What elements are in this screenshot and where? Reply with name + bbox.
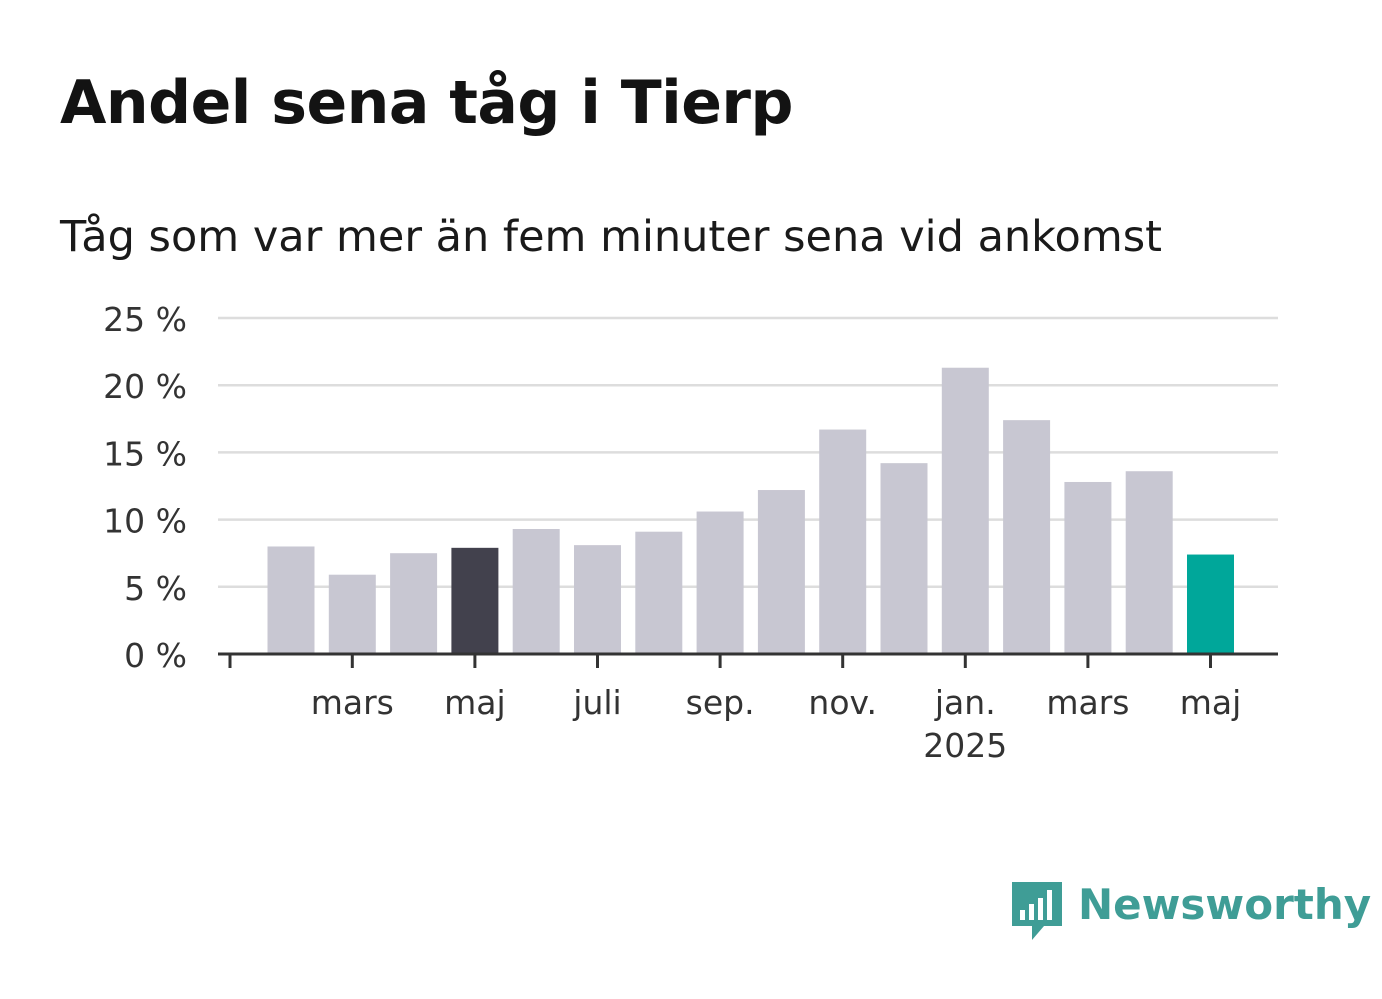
bar-2024-02	[267, 546, 315, 654]
x-tick-label: mars	[311, 683, 394, 722]
y-tick-label: 5 %	[124, 569, 187, 608]
newsworthy-logo-icon	[1012, 882, 1062, 940]
bar-2024-05	[451, 547, 499, 654]
x-tick-label: maj	[1180, 683, 1242, 722]
bar-2024-12	[880, 463, 928, 654]
chart-subtitle: Tåg som var mer än fem minuter sena vid …	[60, 212, 1163, 262]
x-tick-label: nov.	[808, 683, 877, 722]
y-tick-label: 25 %	[103, 300, 187, 339]
bar-2024-10	[757, 490, 805, 654]
newsworthy-logo: Newsworthy	[1010, 878, 1371, 942]
bar-2024-11	[819, 429, 867, 654]
x-tick-label: maj	[444, 683, 506, 722]
x-tick-label: sep.	[686, 683, 755, 722]
y-tick-label: 20 %	[103, 367, 187, 406]
y-tick-label: 10 %	[103, 502, 187, 541]
bar-2024-04	[390, 553, 438, 654]
x-tick-label: jan.	[934, 683, 996, 722]
bar-2024-03	[328, 574, 376, 654]
bar-2024-07	[574, 545, 621, 654]
bar-2024-09	[696, 511, 744, 654]
x-axis: mars maj juli sep. nov. jan. 2025 mars maj	[218, 652, 1278, 765]
grid-lines	[218, 316, 1278, 589]
bar-2025-02	[1003, 420, 1051, 654]
bar-2025-04	[1125, 471, 1173, 654]
x-tick-label: mars	[1046, 683, 1129, 722]
y-tick-label: 0 %	[124, 636, 187, 675]
bars	[267, 367, 1234, 654]
chart-title: Andel sena tåg i Tierp	[60, 68, 793, 138]
brand-name: Newsworthy	[1078, 880, 1372, 929]
bar-2024-08	[635, 531, 683, 654]
bar-2024-06	[512, 529, 560, 654]
y-tick-label: 15 %	[103, 434, 187, 473]
x-tick-sublabel: 2025	[923, 726, 1007, 765]
bar-2025-05	[1187, 554, 1234, 654]
y-axis-ticks: 0 % 5 % 10 % 15 % 20 % 25 %	[103, 300, 187, 675]
bar-2025-03	[1064, 481, 1112, 654]
bar-2025-01	[941, 367, 989, 654]
x-tick-label: juli	[572, 683, 621, 722]
